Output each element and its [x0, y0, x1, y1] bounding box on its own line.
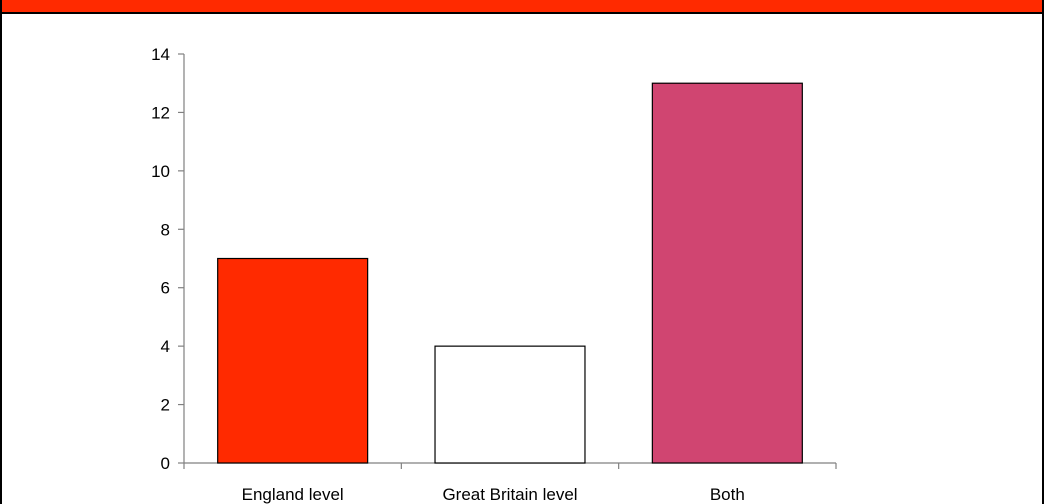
- bar-england-level: [217, 257, 369, 464]
- y-tick-label: 6: [161, 279, 170, 298]
- category-label: Great Britain level: [442, 485, 577, 504]
- x-axis-ticks: [183, 463, 837, 469]
- frame-left-border: [0, 14, 2, 504]
- header-bar: [0, 0, 1044, 14]
- y-tick-label: 8: [161, 220, 170, 239]
- frame-right-border: [1042, 14, 1044, 504]
- y-tick-label: 4: [161, 337, 170, 356]
- y-tick-label: 14: [151, 45, 170, 64]
- category-labels: England level Great Britain level Both: [242, 485, 745, 504]
- bars: [217, 82, 803, 464]
- bar-both: [651, 82, 803, 464]
- category-label: England level: [242, 485, 344, 504]
- y-tick-label: 2: [161, 396, 170, 415]
- category-label: Both: [710, 485, 745, 504]
- y-axis-ticks: 0 2 4 6 8 10 12 14: [151, 45, 184, 473]
- y-tick-label: 12: [151, 103, 170, 122]
- y-tick-label: 10: [151, 162, 170, 181]
- bar-great-britain-level: [434, 345, 586, 464]
- y-tick-label: 0: [161, 454, 170, 473]
